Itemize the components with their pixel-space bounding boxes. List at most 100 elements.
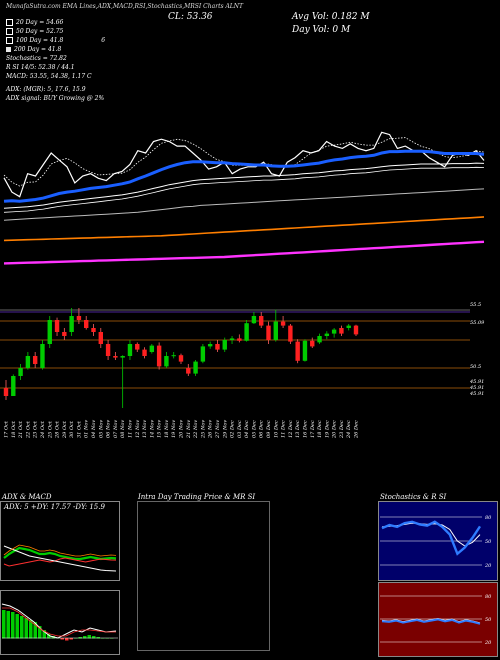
day-volume: Day Vol: 0 M <box>292 25 351 35</box>
date-label: 29 Nov <box>222 420 228 439</box>
ema50-line <box>3 162 485 209</box>
stochastics-title: Stochastics & R SI <box>380 493 447 501</box>
date-label: 01 Nov <box>84 420 90 438</box>
date-label: 19 Dec <box>324 420 330 438</box>
stoch-level-label: 20 <box>484 563 492 569</box>
candle-body <box>113 356 118 358</box>
candle-body <box>156 345 162 367</box>
candle-body <box>215 344 220 350</box>
date-label: 11 Dec <box>281 420 287 438</box>
ema-20-label: 20 Day = 54.66 <box>16 19 64 26</box>
candle-body <box>295 341 300 361</box>
macd-histogram-bar <box>87 635 91 639</box>
macd-value: MACD: 53.55, 54.38, 1.17 C <box>6 73 92 80</box>
candle-body <box>54 320 60 332</box>
candle-body <box>11 376 16 396</box>
price-axis-label: 50.5 <box>470 364 481 370</box>
date-label: 12 Nov <box>135 420 141 438</box>
ema_long-line <box>3 240 485 265</box>
macd-histogram-bar <box>47 634 51 639</box>
candle-body <box>135 344 140 350</box>
mrsi-level-label: 50 <box>485 617 492 623</box>
stochastics-value: Stochastics = 72.82 <box>6 55 67 62</box>
stoch-level-label: 80 <box>485 515 492 521</box>
macd-signal-line <box>2 607 116 637</box>
close-dotted-line <box>3 137 485 187</box>
candle-body <box>127 344 133 356</box>
adx-orange-line <box>3 544 117 557</box>
close-line <box>3 131 485 198</box>
mrsi-level-label: 80 <box>485 594 492 600</box>
candle-body <box>25 356 31 368</box>
date-label: 10 Dec <box>273 420 279 438</box>
macd-histogram-bar <box>38 626 42 639</box>
date-label: 12 Dec <box>288 420 294 438</box>
adx-signal: ADX signal: BUY Growing @ 2% <box>6 95 105 102</box>
date-label: 05 Nov <box>98 420 104 438</box>
date-label: 29 Oct <box>62 420 68 439</box>
date-label: 07 Nov <box>113 420 119 438</box>
date-label: 28 Oct <box>55 420 61 439</box>
macd-histogram-bar <box>83 636 87 639</box>
date-label: 02 Dec <box>230 420 236 438</box>
ema-50-swatch <box>6 28 13 35</box>
date-label: 05 Dec <box>251 420 257 438</box>
date-label: 23 Dec <box>339 420 345 439</box>
candle-body <box>178 355 184 362</box>
macd-histogram-bar <box>33 622 37 639</box>
ema100-line <box>3 188 485 221</box>
average-volume: Avg Vol: 0.182 M <box>292 12 370 22</box>
date-label: 15 Nov <box>157 420 163 438</box>
candle-body <box>222 340 227 350</box>
candle-body <box>76 316 82 320</box>
candle-body <box>62 332 67 336</box>
macd-histogram-bar <box>29 620 33 639</box>
intraday-panel <box>137 501 270 651</box>
dy-line <box>3 546 117 561</box>
candle-body <box>164 356 169 367</box>
candle-body <box>186 368 191 374</box>
candle-body <box>229 338 235 340</box>
mrsi-line <box>381 618 481 625</box>
date-label: 22 Oct <box>25 420 31 439</box>
candle-body <box>18 368 23 376</box>
date-label: 26 Dec <box>354 420 360 439</box>
candle-body <box>273 321 278 340</box>
ema-100-swatch <box>6 37 13 44</box>
candle-body <box>346 325 351 328</box>
legend-ema-50: 50 Day = 52.75 <box>6 28 63 35</box>
candle-body <box>324 333 330 336</box>
candle-body <box>302 340 308 361</box>
rsi-value: R SI 14/5: 52.38 / 44.1 <box>6 64 75 71</box>
ema-200-label: 200 Day = 41.8 <box>14 46 62 53</box>
legend-ema-200: 200 Day = 41.8 <box>6 46 61 53</box>
date-label: 30 Oct <box>69 420 75 438</box>
macd-histogram-bar <box>42 630 46 639</box>
macd-panel <box>0 590 120 655</box>
date-label: 18 Nov <box>164 420 170 438</box>
date-label: 23 Oct <box>33 420 39 439</box>
candle-body <box>310 340 315 347</box>
date-label: 13 Dec <box>295 420 301 438</box>
adx-frame <box>0 501 120 581</box>
macd-histogram-bar <box>15 614 19 639</box>
legend-ema-20: 20 Day = 54.66 <box>6 19 63 26</box>
candle-body <box>244 323 249 341</box>
date-label: 13 Nov <box>142 420 148 438</box>
date-label: 17 Dec <box>310 420 316 438</box>
candle-body <box>171 355 176 357</box>
date-label: 17 Oct <box>4 420 10 438</box>
candle-body <box>339 328 344 334</box>
adx-macd-title: ADX & MACD <box>2 493 52 501</box>
date-label: 20 Nov <box>179 420 185 439</box>
candle-body <box>84 320 89 328</box>
candle-body <box>149 345 155 352</box>
candle-body <box>353 325 359 335</box>
ema50-line-lower <box>3 166 485 213</box>
date-label: 06 Nov <box>106 420 112 438</box>
date-label: 21 Nov <box>186 420 192 439</box>
candle-body <box>69 316 74 332</box>
date-label: 24 Dec <box>346 420 352 439</box>
intraday-title: Intra Day Trading Price & MR SI <box>138 493 256 501</box>
macd-histogram-bar <box>60 638 64 640</box>
